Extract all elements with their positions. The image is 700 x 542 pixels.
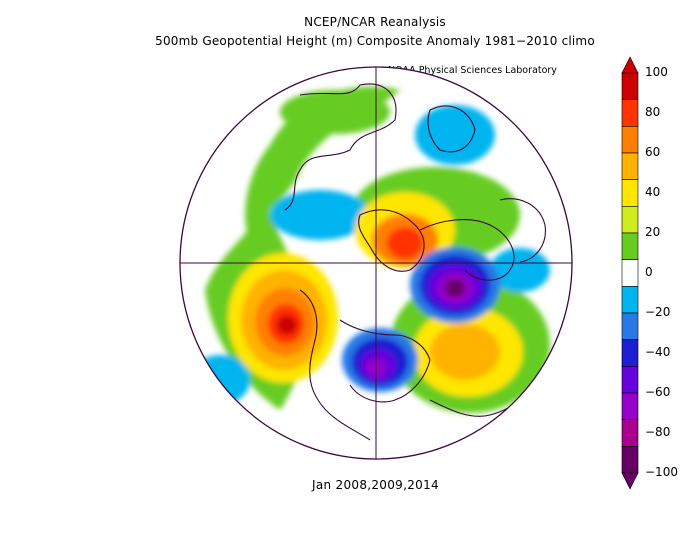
colorbar-swatch [621, 99, 639, 127]
colorbar-swatch [621, 232, 639, 260]
colorbar-swatch [621, 72, 639, 100]
colorbar-tick-label: −100 [645, 465, 678, 479]
colorbar-tick-label: −80 [645, 425, 671, 439]
colorbar [621, 56, 639, 490]
colorbar-swatch [621, 259, 639, 287]
colorbar-swatch [621, 392, 639, 420]
colorbar-swatch [621, 446, 639, 474]
period-label: Jan 2008,2009,2014 [312, 478, 439, 492]
colorbar-tick-label: 100 [645, 65, 668, 79]
colorbar-swatch [621, 312, 639, 340]
colorbar-swatch [621, 206, 639, 234]
colorbar-swatch [621, 366, 639, 394]
colorbar-swatch [621, 152, 639, 180]
colorbar-swatch [621, 419, 639, 447]
colorbar-swatch [621, 339, 639, 367]
colorbar-swatch [621, 126, 639, 154]
colorbar-tick-label: −60 [645, 385, 671, 399]
colorbar-tick-label: 60 [645, 145, 661, 159]
colorbar-tick-label: −40 [645, 345, 671, 359]
map-subtitle: 500mb Geopotential Height (m) Composite … [155, 34, 595, 48]
colorbar-tick-label: 40 [645, 185, 661, 199]
polar-map [179, 66, 573, 460]
colorbar-max-arrow [621, 56, 639, 74]
colorbar-tick-label: 20 [645, 225, 661, 239]
anomaly-field [190, 86, 550, 413]
map-border [179, 66, 573, 460]
colorbar-swatch [621, 286, 639, 314]
map-title: NCEP/NCAR Reanalysis [304, 15, 446, 29]
colorbar-tick-label: 0 [645, 265, 653, 279]
colorbar-tick-label: −20 [645, 305, 671, 319]
colorbar-min-arrow [621, 472, 639, 490]
colorbar-swatch [621, 179, 639, 207]
colorbar-tick-label: 80 [645, 105, 661, 119]
credit-label: NOAA Physical Sciences Laboratory [388, 65, 557, 76]
